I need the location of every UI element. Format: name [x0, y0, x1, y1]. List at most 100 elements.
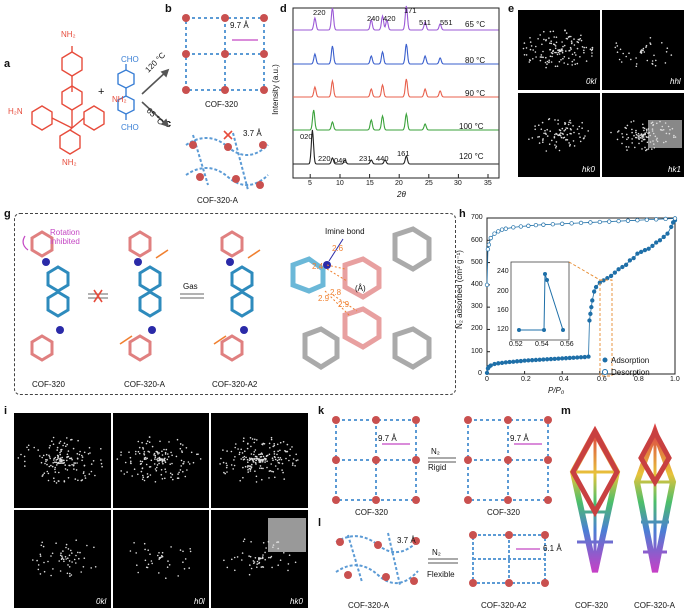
- diffraction-spot: [135, 552, 137, 554]
- pxrd-xtick: 35: [484, 180, 492, 187]
- diffraction-spot: [156, 459, 158, 461]
- diffraction-spot: [562, 58, 564, 60]
- diffraction-spot: [158, 463, 160, 465]
- diffraction-spot: [633, 120, 635, 122]
- diffraction-spot: [248, 555, 250, 557]
- diffraction-spot: [231, 451, 233, 453]
- diffraction-spot: [561, 137, 563, 139]
- diffraction-spot: [273, 471, 275, 473]
- diffraction-spot: [647, 142, 649, 144]
- diffraction-spot: [256, 439, 258, 441]
- diffraction-spot: [557, 65, 559, 67]
- diffraction-spot: [630, 59, 632, 61]
- diffraction-spot: [675, 136, 677, 138]
- imine-bond-label: Imine bond: [325, 227, 365, 236]
- diffraction-spot: [570, 122, 572, 124]
- diffraction-spot: [542, 122, 544, 124]
- diffraction-spot: [189, 548, 191, 550]
- diffraction-spot: [673, 135, 675, 137]
- diffraction-spot: [66, 456, 68, 458]
- diffraction-spot: [75, 478, 77, 480]
- diffraction-spot: [158, 572, 160, 574]
- diffraction-spot: [167, 453, 169, 455]
- diffraction-spot: [254, 451, 256, 453]
- diffraction-spot: [58, 560, 60, 562]
- data-point-adsorption: [592, 290, 596, 294]
- data-point-desorption: [534, 223, 538, 227]
- diffraction-spot: [120, 454, 122, 456]
- diffraction-spot: [251, 453, 253, 455]
- data-point-adsorption: [527, 359, 531, 363]
- diffraction-spot: [160, 557, 162, 559]
- diffraction-spot: [573, 140, 575, 142]
- diffraction-spot: [541, 128, 543, 130]
- diffraction-spot: [666, 51, 668, 53]
- diffraction-spot: [638, 138, 640, 140]
- diffraction-spot: [231, 464, 233, 466]
- diffraction-spot: [295, 454, 297, 456]
- diffraction-spot: [644, 132, 646, 134]
- diffraction-spot: [182, 444, 184, 446]
- isotherm-xtick: 0.2: [521, 376, 531, 383]
- diffraction-spot: [555, 45, 557, 47]
- data-point-desorption: [589, 221, 593, 225]
- diffraction-spot: [652, 125, 654, 127]
- data-point-desorption: [664, 217, 668, 221]
- diffraction-spot: [226, 465, 228, 467]
- diffraction-spot: [279, 450, 281, 452]
- diffraction-spot: [32, 559, 34, 561]
- diffraction-spot: [655, 60, 657, 62]
- diffraction-spot: [579, 126, 581, 128]
- data-point-desorption: [607, 220, 611, 224]
- diffraction-spot: [231, 559, 233, 561]
- peak-label: 231: [359, 154, 372, 163]
- diffraction-spot: [147, 473, 149, 475]
- diffraction-spot: [652, 130, 654, 132]
- diffraction-spot: [260, 465, 262, 467]
- data-point-adsorption: [666, 232, 670, 236]
- diffraction-spot: [642, 124, 644, 126]
- diffraction-spot: [555, 147, 557, 149]
- diffraction-spot: [529, 37, 531, 39]
- diffraction-spot: [44, 472, 46, 474]
- diffraction-spot: [289, 554, 291, 556]
- diffraction-spot: [543, 133, 545, 135]
- panel-label-e: e: [508, 3, 514, 15]
- diffraction-spot: [558, 135, 560, 137]
- diffraction-spot: [151, 560, 153, 562]
- diffraction-spot: [64, 442, 66, 444]
- data-point-adsorption: [594, 285, 598, 289]
- diffraction-spot: [574, 52, 576, 54]
- diffraction-spot: [159, 441, 161, 443]
- diffraction-spot: [234, 447, 236, 449]
- isotherm-ylabel: N₂ adsorbed (cm³ g⁻¹): [455, 250, 464, 329]
- diffraction-spot: [40, 554, 42, 556]
- diffraction-spot: [660, 129, 662, 131]
- diffraction-spot: [197, 453, 199, 455]
- distance-label: 2.9: [318, 294, 329, 303]
- diffraction-spot: [71, 464, 73, 466]
- diffraction-spot: [24, 465, 26, 467]
- diffraction-spot: [261, 456, 263, 458]
- diffraction-spot: [649, 135, 651, 137]
- diffraction-spot: [176, 456, 178, 458]
- isotherm-xtick: 0.4: [559, 376, 569, 383]
- diffraction-spot: [561, 41, 563, 43]
- diffraction-spot: [20, 454, 22, 456]
- diffraction-spot: [256, 566, 258, 568]
- diffraction-spot: [617, 45, 619, 47]
- diffraction-spot: [131, 475, 133, 477]
- diffraction-spot: [170, 476, 172, 478]
- diffraction-spot: [57, 463, 59, 465]
- diffraction-spot: [641, 134, 643, 136]
- diffraction-spot: [560, 132, 562, 134]
- diffraction-spot: [189, 463, 191, 465]
- diffraction-spot: [667, 47, 669, 49]
- diffraction-spot: [289, 455, 291, 457]
- diffraction-spot: [545, 134, 547, 136]
- peak-label: 220: [313, 8, 326, 17]
- diffraction-spot: [138, 451, 140, 453]
- diffraction-spot: [277, 541, 279, 543]
- diffraction-spot: [133, 542, 135, 544]
- diffraction-spot: [577, 63, 579, 65]
